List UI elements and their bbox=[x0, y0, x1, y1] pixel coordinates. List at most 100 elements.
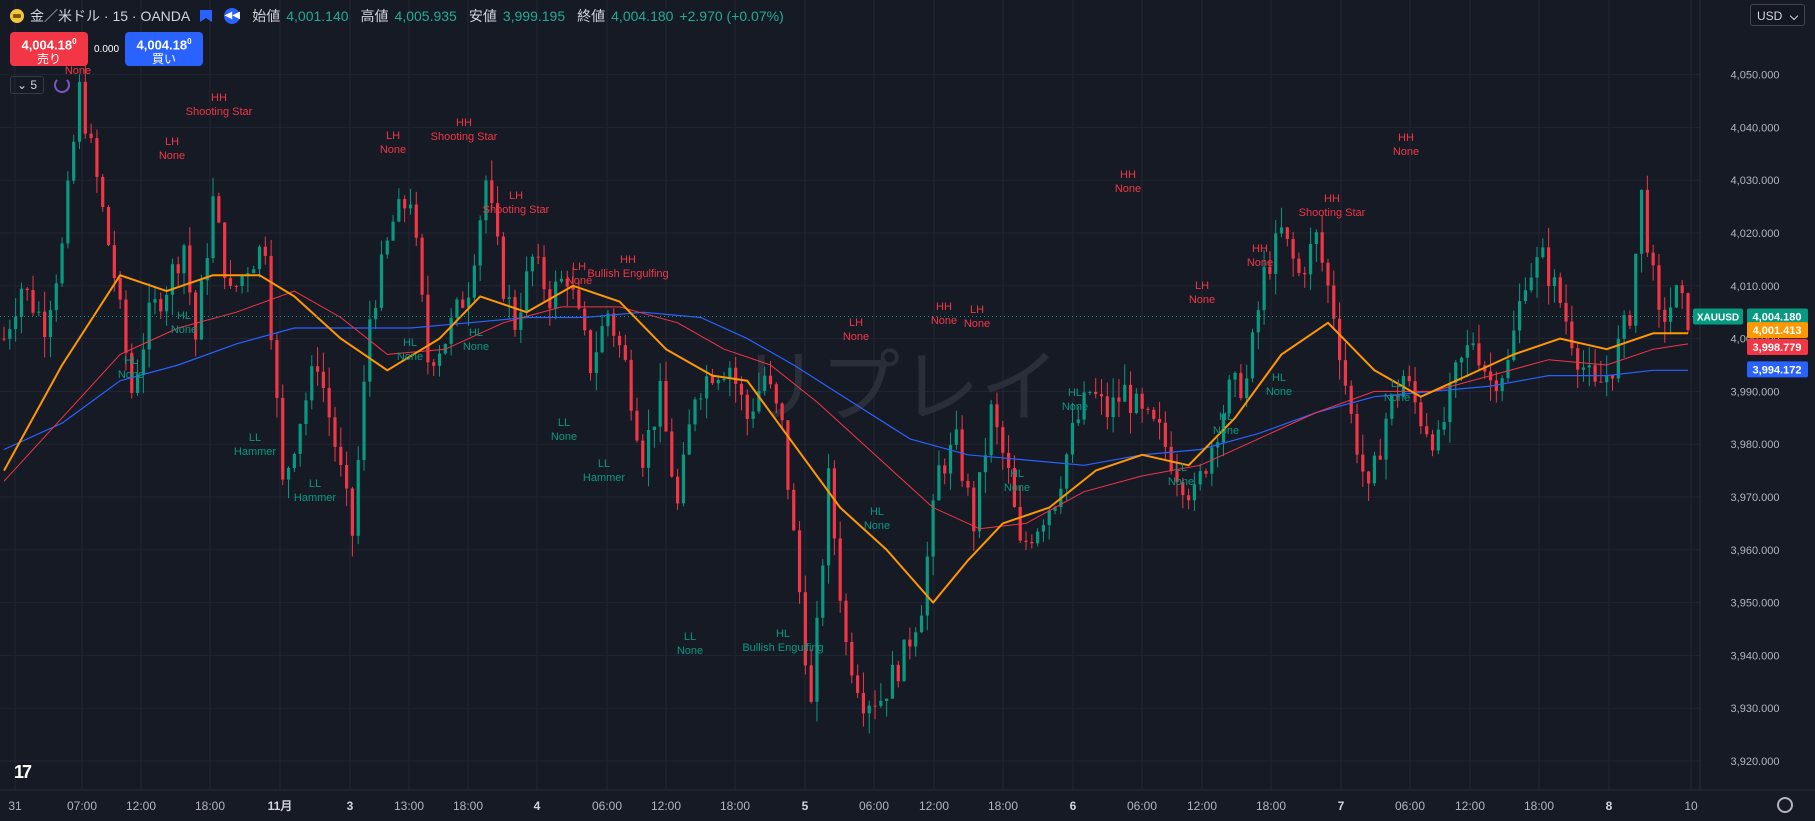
flag-icon[interactable] bbox=[200, 10, 213, 22]
pivot-label-type: LH bbox=[849, 317, 863, 329]
candle-body bbox=[583, 308, 587, 331]
candle-body bbox=[1262, 266, 1266, 311]
pivot-label-pattern: None bbox=[159, 150, 185, 162]
pivot-label-pattern: None bbox=[964, 318, 990, 330]
candle-body bbox=[623, 345, 627, 360]
settings-icon[interactable] bbox=[1777, 797, 1793, 813]
candle-body bbox=[1407, 375, 1411, 382]
candle-body bbox=[850, 641, 854, 676]
pivot-label-type: LH bbox=[1195, 280, 1209, 292]
time-axis-tick: 8 bbox=[1606, 799, 1613, 813]
candle-body bbox=[612, 313, 616, 336]
time-axis-tick: 10 bbox=[1684, 799, 1698, 813]
candle-body bbox=[925, 556, 929, 616]
candle-body bbox=[751, 411, 755, 419]
candle-body bbox=[908, 639, 912, 647]
candle-body bbox=[919, 615, 924, 633]
candle-body bbox=[879, 700, 883, 706]
candle-body bbox=[658, 381, 662, 427]
pivot-label-pattern: None bbox=[380, 144, 406, 156]
pivot-label-type: HL bbox=[1010, 468, 1024, 480]
candle-body bbox=[37, 311, 41, 313]
spread-value: 0.000 bbox=[94, 43, 120, 55]
candle-body bbox=[1140, 393, 1144, 409]
candle-body bbox=[861, 693, 866, 714]
candle-body bbox=[43, 311, 47, 338]
pivot-label-type: LH bbox=[509, 190, 523, 202]
candle-body bbox=[1361, 454, 1365, 472]
candle-body bbox=[1204, 471, 1208, 474]
candle-body bbox=[298, 424, 302, 454]
candle-body bbox=[710, 376, 715, 384]
candle-body bbox=[130, 352, 134, 393]
replay-icon[interactable]: ◀◀ bbox=[224, 8, 241, 24]
buy-label: 買い bbox=[152, 52, 177, 67]
candle-body bbox=[1245, 378, 1249, 399]
candle-body bbox=[571, 286, 575, 290]
candle-body bbox=[530, 256, 535, 272]
symbol-title[interactable]: 金／米ドル · 15 · OANDA bbox=[30, 8, 191, 24]
symbol-label-box bbox=[1693, 308, 1743, 325]
candle-body bbox=[1587, 365, 1591, 368]
candle-body bbox=[1454, 362, 1458, 383]
candle-body bbox=[600, 326, 604, 353]
candle-body bbox=[1425, 426, 1429, 435]
pivot-label-pattern: Shooting Star bbox=[186, 106, 253, 118]
sell-button[interactable]: 4,004.180 売り bbox=[10, 32, 88, 66]
pivot-label-type: LL bbox=[1391, 378, 1403, 390]
candle-body bbox=[972, 487, 976, 532]
candle-body bbox=[1634, 253, 1638, 326]
candle-body bbox=[960, 429, 964, 481]
candle-body bbox=[1285, 227, 1289, 240]
candle-body bbox=[112, 245, 116, 279]
candle-body bbox=[792, 489, 796, 531]
candle-body bbox=[437, 353, 442, 366]
candle-body bbox=[1117, 397, 1121, 402]
candle-body bbox=[408, 204, 413, 209]
candle-body bbox=[664, 381, 668, 432]
sell-price: 4,004.18 bbox=[21, 37, 73, 53]
time-axis-tick: 18:00 bbox=[988, 799, 1018, 813]
price-label-box bbox=[1747, 308, 1808, 325]
candle-body bbox=[1250, 332, 1255, 379]
candle-body bbox=[1541, 247, 1545, 258]
pivot-label-type: LH bbox=[165, 136, 179, 148]
candle-body bbox=[1198, 471, 1202, 485]
price-axis-tick: 3,950.000 bbox=[1731, 598, 1780, 610]
pivot-label-type: HL bbox=[124, 355, 138, 367]
buy-button[interactable]: 4,004.180 買い bbox=[125, 32, 204, 67]
candle-body bbox=[1518, 301, 1522, 331]
price-axis-tick: 4,020.000 bbox=[1731, 228, 1780, 240]
candle-body bbox=[333, 417, 337, 447]
price-label-box bbox=[1747, 339, 1808, 356]
candle-body bbox=[1082, 392, 1086, 420]
candle-body bbox=[1390, 395, 1394, 419]
candle-body bbox=[182, 245, 186, 274]
candle-body bbox=[374, 307, 378, 320]
price-axis-tick: 4,030.000 bbox=[1731, 175, 1780, 187]
pivot-label-type: HH bbox=[620, 254, 636, 266]
pivot-label-pattern: None bbox=[118, 369, 144, 381]
pivot-label-type: LL bbox=[684, 631, 696, 643]
price-axis-tick: 3,990.000 bbox=[1731, 386, 1780, 398]
tradingview-logo[interactable]: 17 bbox=[14, 762, 32, 782]
collapse-indicators-button[interactable]: ⌄ 5 bbox=[10, 76, 45, 94]
candle-body bbox=[977, 472, 982, 532]
candle-body bbox=[705, 376, 709, 399]
candle-body bbox=[797, 530, 802, 593]
pivot-label-pattern: Bullish Engulfing bbox=[742, 642, 823, 654]
pivot-label-pattern: Hammer bbox=[234, 446, 277, 458]
candle-body bbox=[501, 236, 505, 299]
symbol-legend: 金／米ドル · 15 · OANDA ◀◀ 始値 4,001.140 高値 4,00… bbox=[10, 6, 784, 26]
price-label-box bbox=[1747, 322, 1808, 339]
candle-body bbox=[1221, 413, 1226, 443]
candle-body bbox=[48, 310, 53, 338]
pivot-label-pattern: Hammer bbox=[294, 492, 337, 504]
candle-body bbox=[966, 480, 970, 488]
candle-body bbox=[519, 312, 523, 330]
currency-select[interactable]: USD bbox=[1750, 4, 1805, 26]
candle-body bbox=[856, 675, 860, 694]
candle-body bbox=[286, 468, 291, 480]
